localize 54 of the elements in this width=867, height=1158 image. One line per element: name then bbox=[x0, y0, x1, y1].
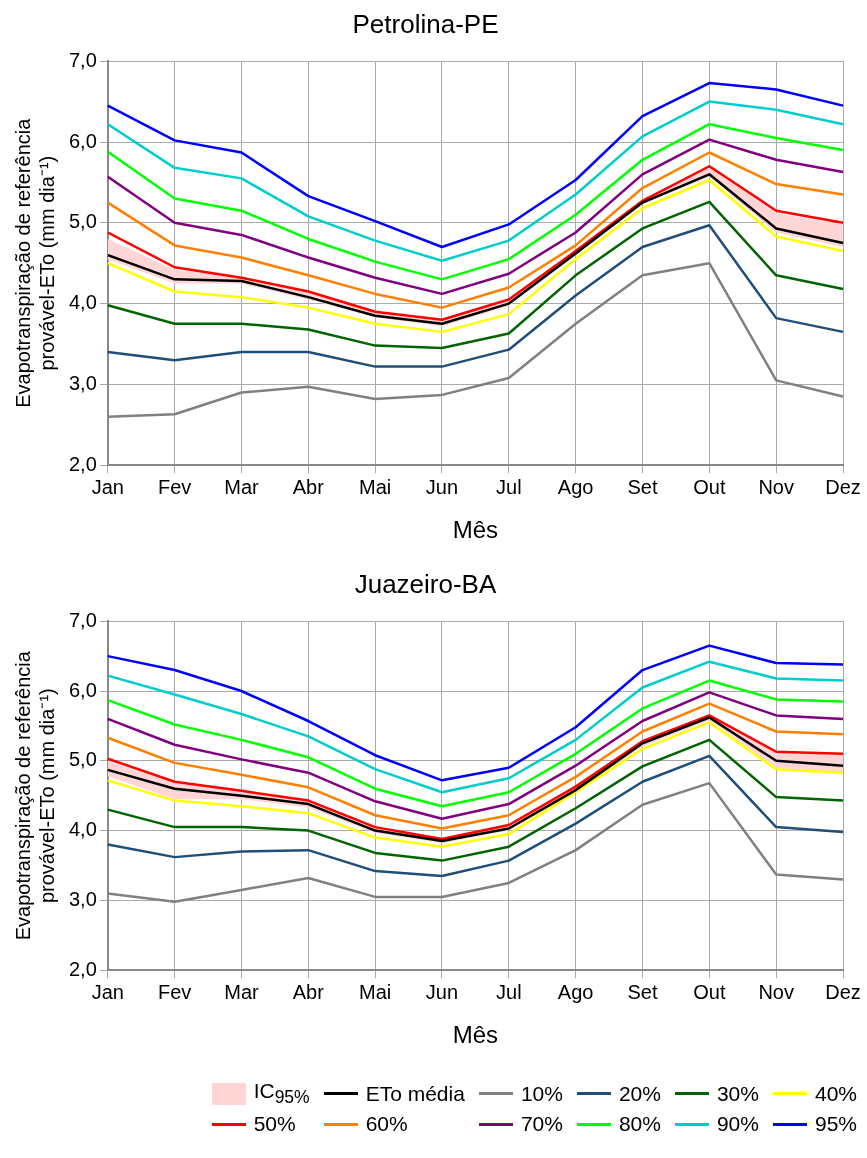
x-tick-label: Mar bbox=[224, 980, 260, 1003]
y-axis-title: Evapotranspiração de referência provável-ETo (mm dia⁻¹) bbox=[11, 650, 58, 941]
legend-label: 70% bbox=[520, 1112, 563, 1137]
text: IC$_{95%}$ bbox=[253, 1079, 310, 1109]
y-tick-label: 6,0 bbox=[68, 678, 97, 701]
x-tick-label: Set bbox=[627, 980, 658, 1003]
x-tick-label: Jun bbox=[425, 475, 459, 498]
y-tick-label: 6,0 bbox=[68, 129, 97, 152]
x-tick-label: Nov bbox=[758, 475, 794, 498]
x-axis-title: Mês bbox=[452, 516, 499, 544]
x-tick-label: Dez bbox=[825, 475, 861, 498]
y-tick-label: 5,0 bbox=[68, 748, 97, 771]
y-axis-title: Evapotranspiração de referência provável-ETo (mm dia⁻¹) bbox=[11, 117, 58, 408]
x-tick-label: Abr bbox=[292, 980, 325, 1003]
legend-label: 10% bbox=[520, 1081, 563, 1106]
y-tick-label: 7,0 bbox=[68, 608, 97, 631]
legend-label: 50% bbox=[253, 1112, 296, 1137]
x-tick-label: Set bbox=[627, 475, 658, 498]
x-tick-label: Mai bbox=[359, 980, 392, 1003]
x-tick-label: Ago bbox=[557, 980, 594, 1003]
x-tick-label: Out bbox=[693, 980, 726, 1003]
legend-label: ETo média bbox=[365, 1081, 465, 1106]
legend-label: 90% bbox=[716, 1112, 759, 1137]
x-tick-label: Abr bbox=[292, 475, 325, 498]
y-tick-label: 7,0 bbox=[68, 48, 97, 71]
y-tick-label: 4,0 bbox=[68, 291, 97, 314]
legend-label: 20% bbox=[618, 1081, 661, 1106]
y-tick-label: 3,0 bbox=[68, 887, 97, 910]
legend-label: 30% bbox=[716, 1081, 759, 1106]
x-tick-label: Ago bbox=[557, 475, 594, 498]
y-tick-label: 4,0 bbox=[68, 818, 97, 841]
x-tick-label: Jun bbox=[425, 980, 459, 1003]
y-tick-label: 2,0 bbox=[68, 452, 97, 475]
chart-title: Petrolina-PE bbox=[352, 8, 499, 39]
x-tick-label: Fev bbox=[157, 475, 192, 498]
x-tick-label: Out bbox=[693, 475, 726, 498]
x-tick-label: Fev bbox=[157, 980, 192, 1003]
x-tick-label: Dez bbox=[825, 980, 861, 1003]
x-tick-label: Mai bbox=[359, 475, 392, 498]
x-tick-label: Jul bbox=[496, 980, 522, 1003]
x-tick-label: Jul bbox=[496, 475, 522, 498]
legend-label: 40% bbox=[814, 1081, 857, 1106]
y-tick-label: 2,0 bbox=[68, 957, 97, 980]
x-tick-label: Nov bbox=[758, 980, 794, 1003]
x-tick-label: Jan bbox=[91, 475, 124, 498]
x-tick-label: Mar bbox=[224, 475, 260, 498]
y-tick-label: 3,0 bbox=[68, 371, 97, 394]
legend-label: 80% bbox=[618, 1112, 661, 1137]
x-tick-label: Jan bbox=[91, 980, 124, 1003]
legend-label: 60% bbox=[365, 1112, 408, 1137]
chart-title: Juazeiro-BA bbox=[354, 568, 497, 599]
legend-label: 95% bbox=[814, 1112, 857, 1137]
y-tick-label: 5,0 bbox=[68, 210, 97, 233]
x-axis-title: Mês bbox=[452, 1021, 499, 1049]
